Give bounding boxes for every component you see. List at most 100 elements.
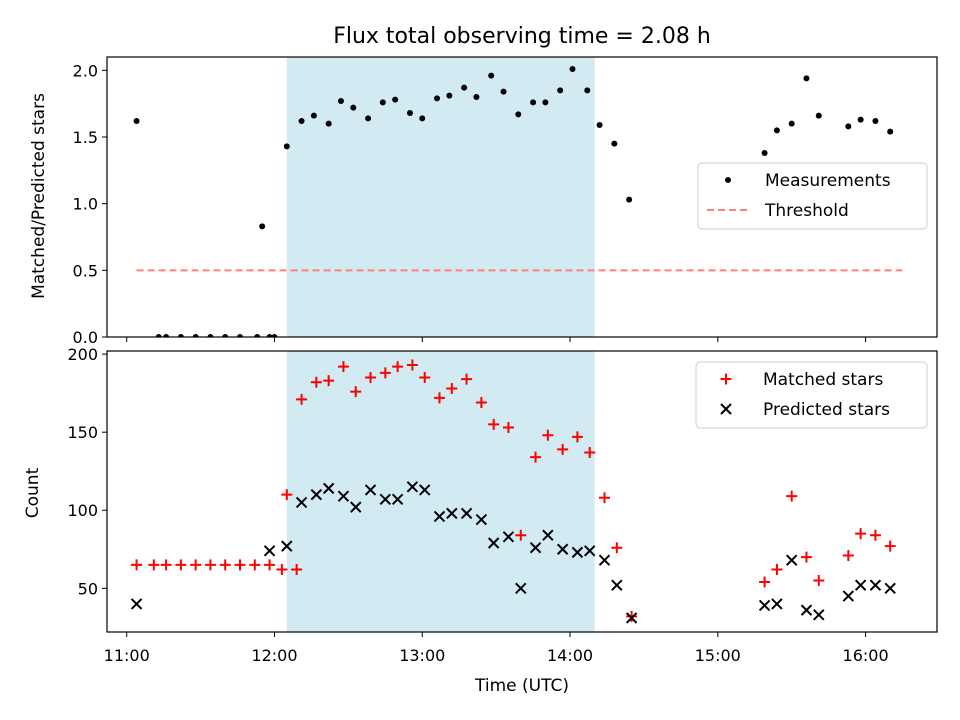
predicted-stars-point: [281, 540, 293, 552]
measurements-point: [259, 223, 266, 230]
matched-stars-point: [488, 418, 500, 430]
legend-box: [697, 162, 928, 230]
matched-stars-point: [461, 373, 473, 385]
measurements-point: [133, 118, 140, 124]
matched-stars-point: [515, 529, 527, 541]
measurements-point: [815, 112, 822, 119]
predicted-stars-point: [379, 493, 392, 506]
predicted-stars-point: [391, 493, 404, 506]
measurements-point: [192, 334, 199, 337]
measurements-point: [379, 99, 386, 106]
measurements-point: [584, 87, 591, 94]
predicted-stars-point: [869, 579, 882, 591]
matched-stars-point: [557, 443, 569, 455]
x-tick-label: 16:00: [843, 646, 889, 665]
measurements-point: [803, 75, 810, 82]
predicted-stars-point: [460, 507, 473, 520]
measurements-point: [872, 118, 879, 124]
legend-marker: [725, 177, 731, 183]
matched-stars-point: [337, 361, 349, 373]
legend: Matched stars Predicted stars: [695, 361, 928, 429]
predicted-stars-point: [419, 484, 431, 496]
legend-marker: [720, 373, 732, 385]
x-axis-label: Time (UTC): [474, 676, 569, 696]
measurements-point: [542, 99, 549, 106]
matched-stars-point: [759, 576, 771, 588]
top-panel: 0.0 0.5 1.0 1.5 2.0 Measurements Threshold: [73, 56, 938, 347]
matched-stars-point: [219, 559, 231, 571]
y-tick-label: 1.0: [73, 195, 98, 214]
predicted-stars-point: [446, 507, 458, 520]
predicted-stars-point: [475, 513, 488, 526]
matched-stars-point: [446, 382, 458, 394]
matched-stars-point: [190, 559, 202, 571]
matched-stars-point: [530, 451, 542, 463]
matched-stars-point: [542, 429, 554, 441]
measurements-point: [177, 334, 184, 337]
matched-stars-point: [475, 397, 487, 409]
y-axis-label-top: Matched/Predicted stars: [29, 93, 49, 299]
matched-stars-point: [350, 386, 362, 398]
legend-label: Predicted stars: [763, 400, 890, 420]
measurements-point: [365, 115, 372, 122]
predicted-stars-point: [337, 490, 350, 502]
measurements-point: [350, 104, 357, 111]
chart-title: Flux total observing time = 2.08 h: [333, 24, 711, 49]
predicted-stars-point: [842, 590, 855, 602]
matched-stars-point: [392, 361, 404, 373]
predicted-stars-point: [515, 582, 527, 594]
legend-label: Threshold: [764, 201, 849, 221]
matched-stars-point: [869, 529, 881, 541]
matched-stars-point: [264, 559, 276, 571]
predicted-stars-point: [263, 545, 276, 557]
measurements-point: [298, 118, 305, 124]
measurements-point: [155, 334, 162, 337]
plot-area: [130, 359, 896, 624]
matched-stars-point: [433, 392, 445, 404]
measurements-point: [337, 98, 344, 104]
measurements-point: [461, 84, 468, 91]
predicted-stars-point: [611, 579, 623, 591]
predicted-stars-point: [322, 482, 335, 495]
predicted-stars-point: [771, 598, 783, 610]
predicted-stars-point: [295, 496, 308, 509]
matched-stars-point: [204, 559, 216, 571]
measurements-point: [761, 150, 768, 156]
matched-stars-point: [276, 564, 288, 576]
predicted-stars-point: [350, 501, 362, 513]
measurements-point: [392, 96, 399, 103]
measurements-point: [845, 123, 852, 130]
matched-stars-point: [291, 564, 303, 576]
axes-frame: [106, 350, 938, 633]
measurements-point: [419, 115, 426, 122]
matched-stars-point: [131, 559, 143, 571]
matched-stars-point: [296, 393, 308, 405]
x-tick-label: 11:00: [104, 646, 150, 665]
measurements-point: [310, 112, 317, 119]
predicted-stars-point: [884, 582, 896, 594]
matched-stars-point: [419, 372, 431, 384]
matched-stars-point: [800, 551, 812, 563]
matched-stars-point: [379, 367, 391, 379]
y-tick-label: 2.0: [73, 61, 98, 80]
x-tick-label: 12:00: [251, 646, 297, 665]
predicted-stars-point: [625, 612, 638, 624]
y-tick-label: 50: [78, 579, 98, 598]
predicted-stars-point: [800, 604, 813, 616]
matched-stars-point: [175, 559, 187, 571]
measurements-point: [626, 196, 633, 203]
measurements-point: [596, 122, 603, 128]
predicted-stars-point: [854, 579, 867, 591]
predicted-stars-point: [813, 609, 825, 621]
matched-stars-point: [160, 559, 172, 571]
measurements-point: [515, 111, 522, 118]
observing-window: [286, 57, 595, 337]
measurements-point: [473, 94, 480, 100]
measurements-point: [434, 95, 441, 102]
predicted-stars-point: [406, 481, 419, 493]
matched-stars-point: [584, 446, 596, 458]
measurements-point: [569, 66, 576, 72]
predicted-stars-point: [502, 531, 515, 543]
y-tick-label: 150: [67, 423, 98, 442]
matched-stars-point: [323, 375, 335, 387]
